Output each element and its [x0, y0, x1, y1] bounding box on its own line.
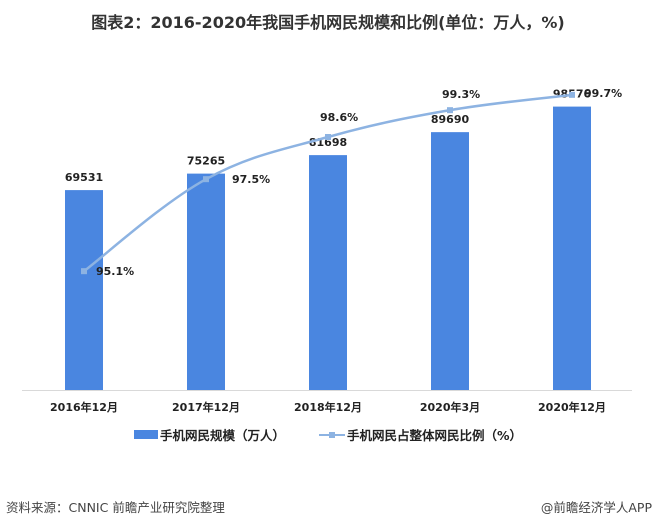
line-point	[325, 134, 331, 140]
credit-note: @前瞻经济学人APP	[540, 500, 652, 515]
legend-line-swatch	[318, 429, 345, 441]
x-tick-label: 2017年12月	[172, 400, 240, 414]
legend-bar-label: 手机网民规模（万人）	[159, 428, 285, 443]
legend-line-label: 手机网民占整体网民比例（%）	[346, 428, 523, 443]
bar-data-label: 69531	[65, 171, 103, 184]
bar-data-label: 89690	[431, 113, 470, 126]
line-point	[569, 91, 575, 98]
legend-item-bar: 手机网民规模（万人）	[133, 425, 285, 444]
line-data-label: 99.7%	[584, 87, 622, 100]
legend: 手机网民规模（万人） 手机网民占整体网民比例（%）	[0, 425, 656, 444]
x-tick-label: 2020年12月	[538, 400, 606, 414]
line-point	[203, 176, 209, 183]
legend-bar-swatch	[133, 430, 158, 439]
line-data-label: 98.6%	[320, 111, 358, 124]
x-tick-label: 2020年3月	[420, 400, 480, 414]
line-data-label: 97.5%	[232, 173, 270, 186]
bar	[553, 106, 591, 391]
legend-item-line: 手机网民占整体网民比例（%）	[318, 425, 523, 444]
bar	[65, 190, 103, 390]
source-note: 资料来源：CNNIC 前瞻产业研究院整理	[6, 500, 225, 515]
x-tick-label: 2016年12月	[50, 400, 118, 414]
bar	[187, 173, 225, 390]
line-data-label: 99.3%	[442, 88, 480, 101]
chart-title: 图表2：2016-2020年我国手机网民规模和比例(单位：万人，%)	[91, 13, 565, 32]
line-point	[447, 107, 453, 114]
bar	[431, 132, 469, 391]
line-data-label: 95.1%	[96, 265, 134, 278]
x-tick-label: 2018年12月	[294, 400, 362, 414]
line-point	[81, 268, 87, 275]
bar	[309, 155, 347, 390]
bar-data-label: 75265	[187, 155, 225, 168]
